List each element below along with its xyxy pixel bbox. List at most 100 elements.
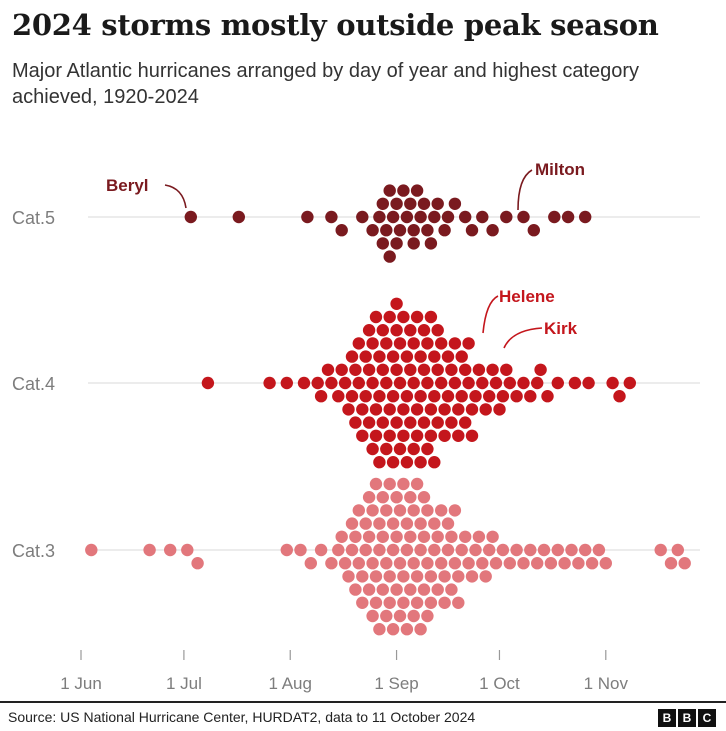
storm-dot [428, 210, 441, 224]
storm-dot [417, 416, 431, 429]
storm-dot [400, 210, 414, 224]
storm-dot [232, 210, 245, 224]
storm-dot [352, 504, 365, 517]
storm-dot [476, 210, 489, 224]
storm-dot [359, 543, 372, 557]
storm-dot [459, 530, 472, 543]
storm-dot [376, 237, 389, 250]
storm-dot [356, 210, 369, 224]
storm-dot [465, 224, 479, 237]
storm-dot [366, 224, 379, 237]
storm-dot [517, 210, 530, 224]
storm-dot [503, 557, 516, 570]
storm-dot [332, 390, 345, 403]
storm-dot [404, 363, 417, 376]
storm-dot [311, 376, 324, 390]
storm-dot [465, 403, 479, 416]
storm-dot [386, 623, 400, 636]
storm-dot [472, 363, 486, 376]
storm-dot [448, 337, 462, 350]
storm-dot [517, 376, 530, 390]
storm-dot [373, 350, 386, 363]
storm-dot [362, 416, 376, 429]
storm-dot [503, 376, 516, 390]
storm-dot [393, 609, 407, 623]
storm-dot [404, 416, 417, 429]
x-axis: 1 Jun 1 Jul 1 Aug 1 Sep 1 Oct 1 Nov [60, 650, 628, 693]
storm-dot [380, 504, 393, 517]
storm-dot [623, 376, 636, 390]
storm-dot [417, 530, 431, 543]
storm-dot [410, 570, 424, 583]
storm-dot [400, 390, 414, 403]
storm-dot [383, 429, 396, 442]
storm-dot [280, 376, 293, 390]
storm-dot [417, 491, 431, 504]
storm-dot [517, 557, 530, 570]
storm-dot [431, 416, 444, 429]
storm-dot [438, 570, 451, 583]
logo-letter: C [698, 709, 716, 727]
storm-dot [359, 390, 372, 403]
storm-dot [352, 376, 365, 390]
storm-dot [366, 376, 379, 390]
storm-dot [452, 596, 465, 609]
storm-dot [500, 363, 513, 376]
storm-dot [421, 557, 434, 570]
storm-dot [414, 456, 427, 469]
storm-dot [376, 197, 389, 210]
storm-dot [441, 350, 455, 363]
storm-dot [397, 596, 410, 609]
storm-dot [541, 390, 554, 403]
storm-dot [496, 390, 510, 403]
storm-dot [421, 337, 434, 350]
storm-dot [376, 583, 389, 596]
storm-dot [325, 210, 338, 224]
storm-dot [448, 557, 462, 570]
storm-dot [201, 376, 215, 390]
storm-dot [424, 310, 438, 324]
storm-dot [534, 363, 547, 376]
storm-dot [386, 543, 400, 557]
storm-dot [455, 543, 468, 557]
storm-dot [424, 596, 438, 609]
storm-dot [489, 557, 503, 570]
storm-dot [376, 363, 389, 376]
storm-dot [314, 543, 328, 557]
storm-dot [431, 363, 444, 376]
storm-dot [486, 224, 499, 237]
storm-dot [465, 570, 479, 583]
storm-dot [500, 210, 513, 224]
storm-dot [410, 310, 424, 324]
storm-dot [383, 310, 396, 324]
annotation-leader-line [503, 327, 543, 349]
storm-dot [349, 583, 362, 596]
category-labels: Cat.5 Cat.4 Cat.3 [12, 208, 55, 561]
storm-dot [445, 583, 458, 596]
storm-dot [362, 324, 376, 337]
storm-dot [548, 210, 561, 224]
storm-dot [410, 477, 424, 491]
storm-dot [280, 543, 293, 557]
storm-dot [380, 442, 393, 456]
storm-dot [479, 403, 492, 416]
x-tick-label: 1 Oct [479, 674, 520, 693]
storm-dot [452, 429, 465, 442]
storm-dot [397, 570, 410, 583]
storm-dot [345, 350, 359, 363]
storm-dot [362, 530, 376, 543]
storm-dot [397, 184, 410, 197]
storm-dot [431, 197, 444, 210]
storm-dot [441, 390, 455, 403]
x-tick-label: 1 Sep [374, 674, 418, 693]
category-label: Cat.4 [12, 374, 55, 394]
annotation-leader-line [517, 169, 533, 211]
storm-dot [407, 224, 420, 237]
storm-dot [417, 363, 431, 376]
storm-dot [373, 623, 386, 636]
storm-dot [376, 491, 389, 504]
storm-dot [390, 297, 403, 310]
storm-dot [397, 429, 410, 442]
storm-dot [565, 543, 578, 557]
storm-dot [400, 543, 414, 557]
